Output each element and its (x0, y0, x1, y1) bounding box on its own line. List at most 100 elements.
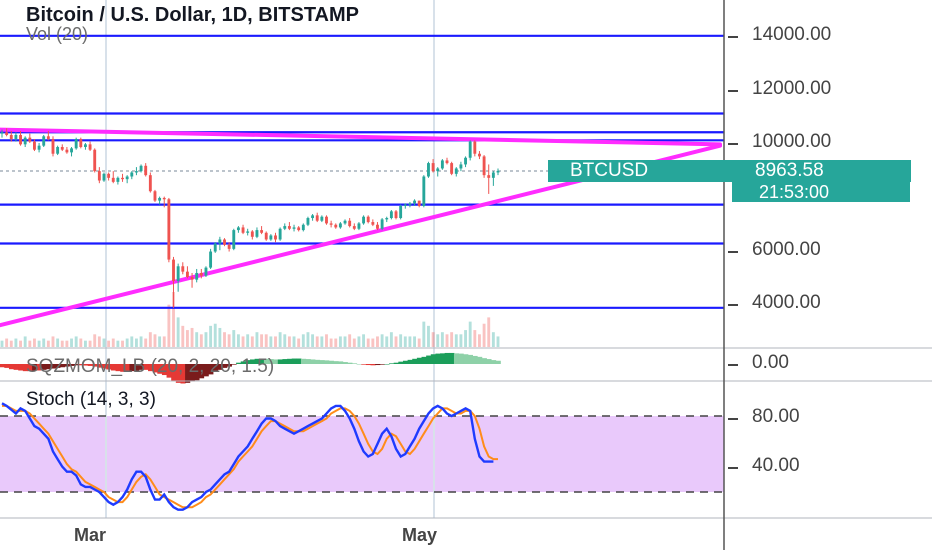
squeeze-bar (254, 358, 260, 364)
volume-bar (352, 338, 356, 347)
squeeze-bar (444, 352, 450, 364)
bar-countdown: 21:53:00 (732, 182, 910, 202)
volume-bar (218, 327, 222, 347)
volume-indicator-label[interactable]: Vol (20) (26, 24, 89, 44)
candle-body (315, 215, 319, 221)
volume-bar (450, 332, 454, 347)
y-tick-label: 14000.00 (752, 24, 832, 45)
volume-bar (320, 336, 324, 347)
volume-bar (74, 336, 78, 347)
squeeze-bar (333, 361, 339, 364)
volume-bar (329, 338, 333, 347)
candle-body (403, 204, 407, 206)
squeeze-bar (370, 364, 376, 366)
squeeze-bar (217, 364, 223, 370)
stoch-indicator-label[interactable]: Stoch (14, 3, 3) (26, 389, 156, 410)
y-tick-mark (728, 418, 738, 420)
volume-bar (269, 336, 273, 347)
squeeze-bar (324, 360, 330, 364)
candle-body (0, 132, 4, 134)
candle-body (464, 157, 467, 165)
volume-bar (14, 338, 18, 347)
volume-bar (236, 334, 240, 347)
candle-body (283, 226, 287, 229)
candle-body (246, 231, 250, 233)
volume-bar (116, 340, 120, 347)
volume-bar (37, 340, 41, 347)
squeeze-bar (481, 358, 487, 364)
squeeze-bar (129, 364, 135, 372)
volume-bar (338, 336, 342, 347)
squeeze-bar (407, 359, 413, 364)
squeeze-bar (296, 358, 302, 364)
candle-body (121, 177, 124, 180)
stoch-tick-label: 40.00 (752, 455, 800, 476)
squeeze-bar (463, 354, 469, 364)
volume-bar (389, 332, 393, 347)
trendline[interactable] (0, 127, 722, 147)
squeeze-bar (83, 364, 89, 366)
squeeze-bar (342, 362, 348, 364)
volume-bar (97, 336, 101, 347)
y-tick-label: 4000.00 (752, 292, 821, 313)
candle-body (162, 197, 166, 200)
squeeze-bar (305, 359, 311, 364)
candle-body (413, 200, 416, 204)
squeeze-bar (314, 359, 321, 364)
price-tag[interactable]: BTCUSD 8963.58 (548, 160, 911, 182)
squeeze-bar (120, 364, 126, 372)
volume-bar (362, 334, 366, 347)
squeeze-bar (231, 364, 237, 365)
squeeze-bar (328, 360, 334, 364)
candle-body (343, 220, 347, 224)
symbol-label: BTCUSD (570, 160, 649, 181)
squeeze-bar (101, 364, 107, 369)
volume-bar (51, 336, 55, 347)
candle-body (255, 230, 259, 237)
squeeze-bar (78, 364, 84, 366)
candle-body (325, 216, 328, 224)
candle-body (56, 147, 60, 154)
candle-body (478, 153, 481, 157)
squeeze-bar (226, 364, 232, 367)
candle-body (74, 138, 78, 149)
squeeze-bar (347, 362, 353, 364)
squeeze-bar (36, 364, 42, 371)
volume-bar (292, 336, 296, 347)
y-tick-mark (728, 36, 738, 38)
volume-bar (394, 336, 398, 347)
volume-bar (250, 336, 254, 347)
candle-body (348, 220, 352, 227)
y-tick-label: 10000.00 (752, 131, 832, 152)
squeeze-bar (59, 364, 66, 368)
volume-bar (213, 323, 217, 347)
candle-body (376, 224, 379, 229)
y-tick-label: 6000.00 (752, 239, 821, 260)
candle-body (37, 145, 41, 150)
squeeze-indicator-label[interactable]: SQZMOM_LB (20, 2, 20, 1.5) (26, 356, 275, 377)
squeeze-bar (263, 358, 270, 364)
volume-bars (0, 292, 500, 347)
squeeze-bar (236, 362, 242, 364)
candle-body (436, 168, 440, 172)
volume-bar (436, 334, 440, 347)
volume-bar (172, 292, 175, 347)
volume-bar (440, 332, 444, 347)
volume-bar (459, 334, 463, 347)
squeeze-bar (393, 362, 399, 364)
squeeze-bar (351, 363, 358, 364)
volume-bar (274, 336, 277, 347)
squeeze-bar (148, 364, 154, 372)
candle-body (88, 144, 92, 150)
volume-bar (148, 332, 152, 347)
squeeze-bar (32, 364, 38, 371)
candle-body (306, 218, 310, 225)
squeeze-bar (73, 364, 79, 366)
candle-body (79, 138, 83, 148)
candle-body (111, 177, 115, 182)
squeeze-bar (356, 364, 362, 365)
candle-body (46, 136, 50, 139)
squeeze-bar (69, 364, 75, 366)
